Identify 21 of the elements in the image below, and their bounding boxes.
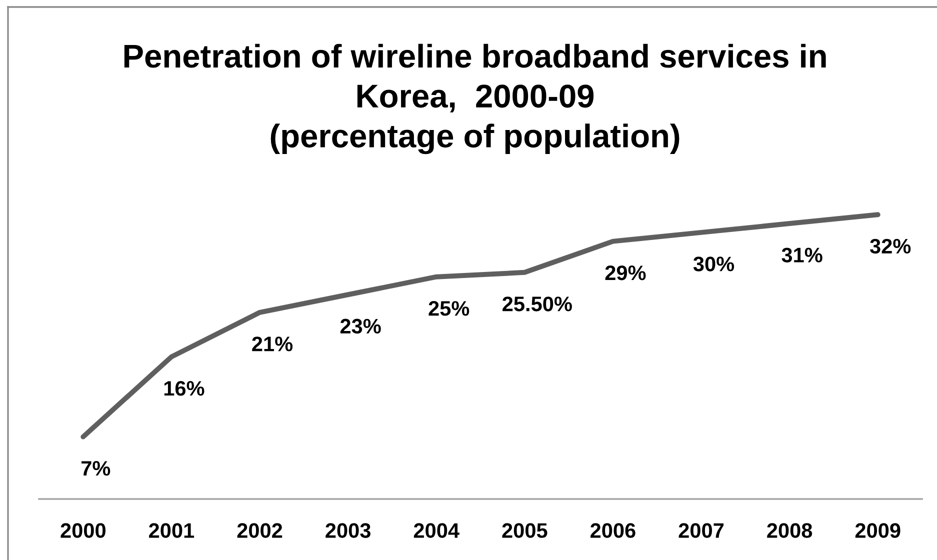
x-tick-label: 2009: [855, 523, 900, 538]
x-tick-label: 2005: [502, 523, 548, 538]
x-tick-label: 2004: [414, 523, 460, 538]
data-label: 25%: [428, 301, 470, 316]
data-label: 23%: [340, 318, 381, 334]
data-label: 29%: [605, 265, 646, 280]
chart-title: Penetration of wireline broadband services in Korea, 2000-09 (percentage of population): [124, 44, 826, 154]
x-tick-label: 2003: [326, 523, 370, 538]
data-label: 7%: [81, 461, 110, 476]
data-label: 25.50%: [502, 296, 572, 312]
x-tick-label: 2008: [767, 523, 812, 538]
x-tick-label: 2006: [590, 523, 636, 538]
data-label: 16%: [164, 381, 204, 396]
x-tick-label: 2001: [149, 523, 194, 538]
data-label: 32%: [870, 238, 911, 254]
x-tick-label: 2002: [237, 523, 282, 538]
x-tick-label: 2007: [678, 523, 724, 538]
data-label: 30%: [693, 256, 734, 272]
data-label: 31%: [782, 248, 822, 262]
data-label: 21%: [252, 336, 293, 352]
x-tick-label: 2000: [60, 523, 106, 538]
